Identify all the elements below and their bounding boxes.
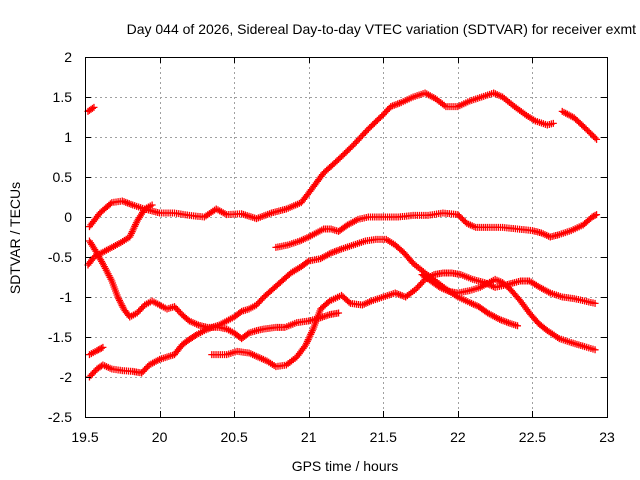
y-tick-label: 0 (64, 209, 72, 225)
series-trace-1 (84, 103, 98, 115)
chart-title: Day 044 of 2026, Sidereal Day-to-day VTE… (127, 21, 636, 37)
data-point (88, 104, 96, 112)
series-trace-8 (208, 269, 599, 371)
data-points (84, 89, 601, 381)
data-point (335, 309, 343, 317)
y-axis-label: SDTVAR / TECUs (7, 182, 23, 294)
x-tick-label: 21 (301, 429, 317, 445)
data-point (591, 346, 599, 354)
series-trace-6 (85, 343, 107, 359)
x-tick-labels: 19.5 20 20.5 21 21.5 22 22.5 23 (71, 429, 615, 445)
y-tick-label: -0.5 (48, 249, 72, 265)
data-point (148, 201, 156, 209)
data-point (514, 322, 522, 330)
y-tick-label: -1.5 (48, 329, 72, 345)
data-point (97, 344, 105, 352)
series-trace-5 (85, 237, 343, 343)
y-tick-label: 1.5 (53, 89, 73, 105)
series-trace-10 (418, 271, 599, 354)
x-tick-label: 22.5 (519, 429, 546, 445)
x-tick-label: 23 (599, 429, 615, 445)
y-tick-labels: -2.5 -2 -1.5 -1 -0.5 0 0.5 1 1.5 2 (48, 49, 72, 425)
data-point (90, 103, 98, 111)
x-tick-label: 20 (152, 429, 168, 445)
data-point (593, 211, 601, 219)
data-point (106, 200, 114, 208)
series-trace-4 (558, 107, 601, 143)
data-point (99, 343, 107, 351)
data-point (303, 258, 311, 266)
axis-ticks (85, 57, 608, 418)
x-tick-label: 22 (450, 429, 466, 445)
series-trace-9 (272, 209, 601, 251)
y-tick-label: 1 (64, 129, 72, 145)
data-point (591, 134, 599, 142)
y-tick-label: -2 (60, 369, 73, 385)
y-tick-label: -2.5 (48, 409, 72, 425)
x-tick-label: 20.5 (221, 429, 248, 445)
y-tick-label: 0.5 (53, 169, 73, 185)
x-tick-label: 19.5 (71, 429, 98, 445)
data-point (345, 298, 353, 306)
data-point (549, 119, 557, 127)
data-point (591, 211, 599, 219)
y-tick-label: 2 (64, 49, 72, 65)
plot-frame (85, 57, 608, 418)
data-point (593, 135, 601, 143)
y-tick-label: -1 (60, 289, 73, 305)
series-trace-3 (85, 89, 557, 231)
x-tick-label: 21.5 (370, 429, 397, 445)
data-point (591, 299, 599, 307)
x-axis-label: GPS time / hours (292, 458, 399, 474)
